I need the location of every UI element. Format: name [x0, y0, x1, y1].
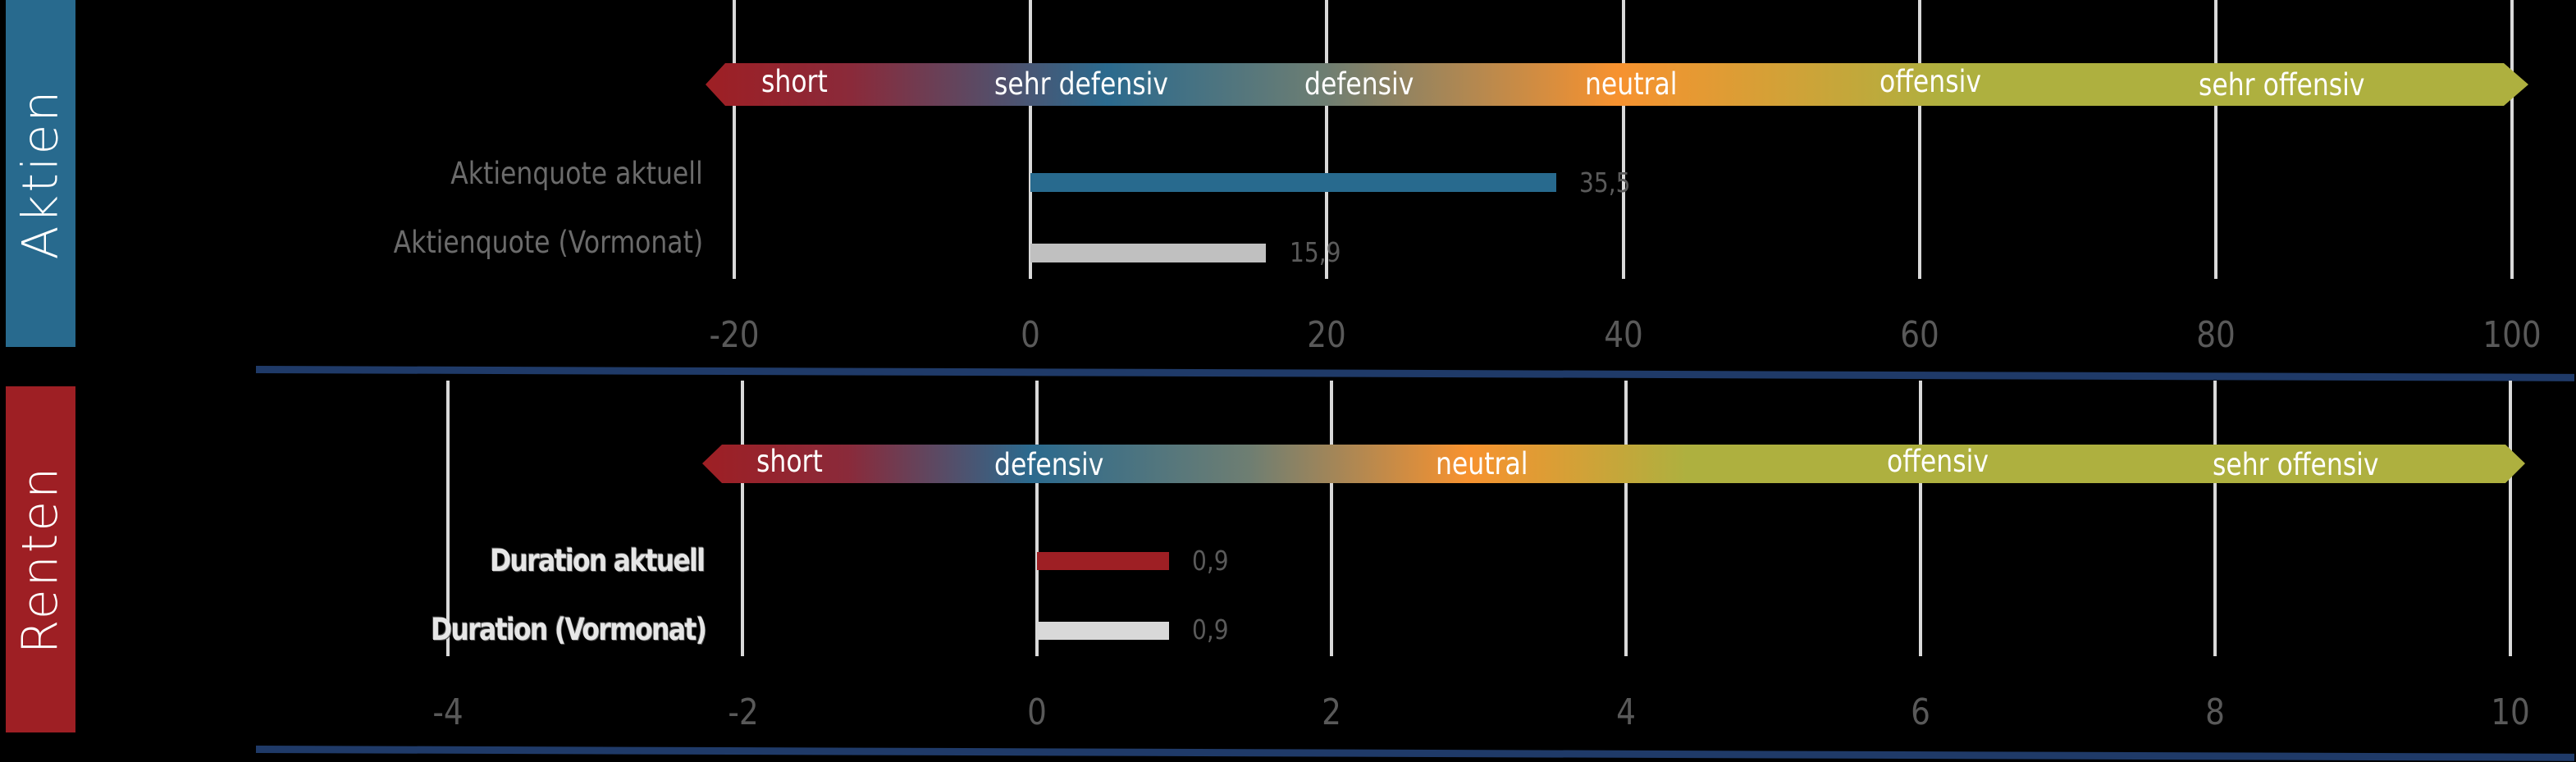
scale-label-defensiv: defensiv	[994, 447, 1104, 482]
scale-label-sehr-offensiv: sehr offensiv	[2199, 67, 2365, 103]
x-tick: 2	[1322, 691, 1341, 733]
x-tick: 6	[1911, 691, 1930, 733]
section-divider	[255, 366, 2574, 381]
category-label: Duration (Vormonat)	[430, 612, 707, 647]
gridline	[2509, 381, 2512, 656]
x-tick: 0	[1027, 691, 1047, 733]
scale-label-neutral: neutral	[1585, 66, 1678, 102]
x-tick: 80	[2196, 314, 2236, 356]
x-tick: 60	[1900, 314, 1939, 356]
bar-aktienquote-vormonat[interactable]	[1030, 244, 1266, 262]
category-label: Aktienquote aktuell	[450, 156, 703, 191]
gridline	[1918, 0, 1921, 279]
bar-duration-aktuell[interactable]	[1037, 552, 1169, 570]
gridline	[446, 381, 450, 656]
gridline	[1325, 0, 1328, 279]
scale-label-short: short	[761, 64, 828, 99]
category-label: Aktienquote (Vormonat)	[393, 225, 703, 260]
bar-duration-vormonat[interactable]	[1037, 622, 1169, 640]
x-tick: 20	[1307, 314, 1346, 356]
gridline	[1330, 381, 1333, 656]
gridline	[2510, 0, 2514, 279]
value-label: 0,9	[1192, 614, 1229, 646]
aktien-scale-arrow	[706, 63, 2528, 106]
gridline	[733, 0, 736, 279]
value-label: 35,5	[1579, 167, 1631, 198]
scale-label-defensiv: defensiv	[1304, 66, 1414, 102]
renten-scale-arrow	[702, 445, 2525, 483]
gridline	[2213, 381, 2217, 656]
gridline	[1035, 381, 1039, 656]
renten-side-label: Renten	[6, 386, 75, 732]
gridline	[1624, 381, 1628, 656]
bar-aktienquote-aktuell[interactable]	[1030, 173, 1556, 192]
x-tick: 0	[1021, 314, 1040, 356]
gridline	[1029, 0, 1032, 279]
x-tick: -4	[432, 691, 464, 733]
section-divider	[255, 746, 2574, 761]
gridline	[1622, 0, 1625, 279]
gridline	[1919, 381, 1922, 656]
x-tick: 10	[2491, 691, 2530, 733]
x-tick: 40	[1604, 314, 1643, 356]
value-label: 0,9	[1192, 545, 1229, 577]
x-tick: 4	[1616, 691, 1636, 733]
value-label: 15,9	[1290, 236, 1341, 268]
x-tick: 8	[2205, 691, 2225, 733]
scale-label-sehr-defensiv: sehr defensiv	[994, 66, 1169, 102]
scale-label-short: short	[756, 444, 823, 479]
aktien-side-label: Aktien	[6, 0, 75, 347]
x-tick: -2	[728, 691, 759, 733]
gridline	[2214, 0, 2217, 279]
x-tick: 100	[2482, 314, 2542, 356]
x-tick: -20	[709, 314, 760, 356]
scale-label-offensiv: offensiv	[1879, 64, 1981, 99]
scale-label-sehr-offensiv: sehr offensiv	[2213, 447, 2379, 482]
category-label: Duration aktuell	[489, 543, 706, 578]
scale-label-offensiv: offensiv	[1887, 444, 1989, 479]
gridline	[741, 381, 744, 656]
scale-label-neutral: neutral	[1436, 446, 1528, 481]
